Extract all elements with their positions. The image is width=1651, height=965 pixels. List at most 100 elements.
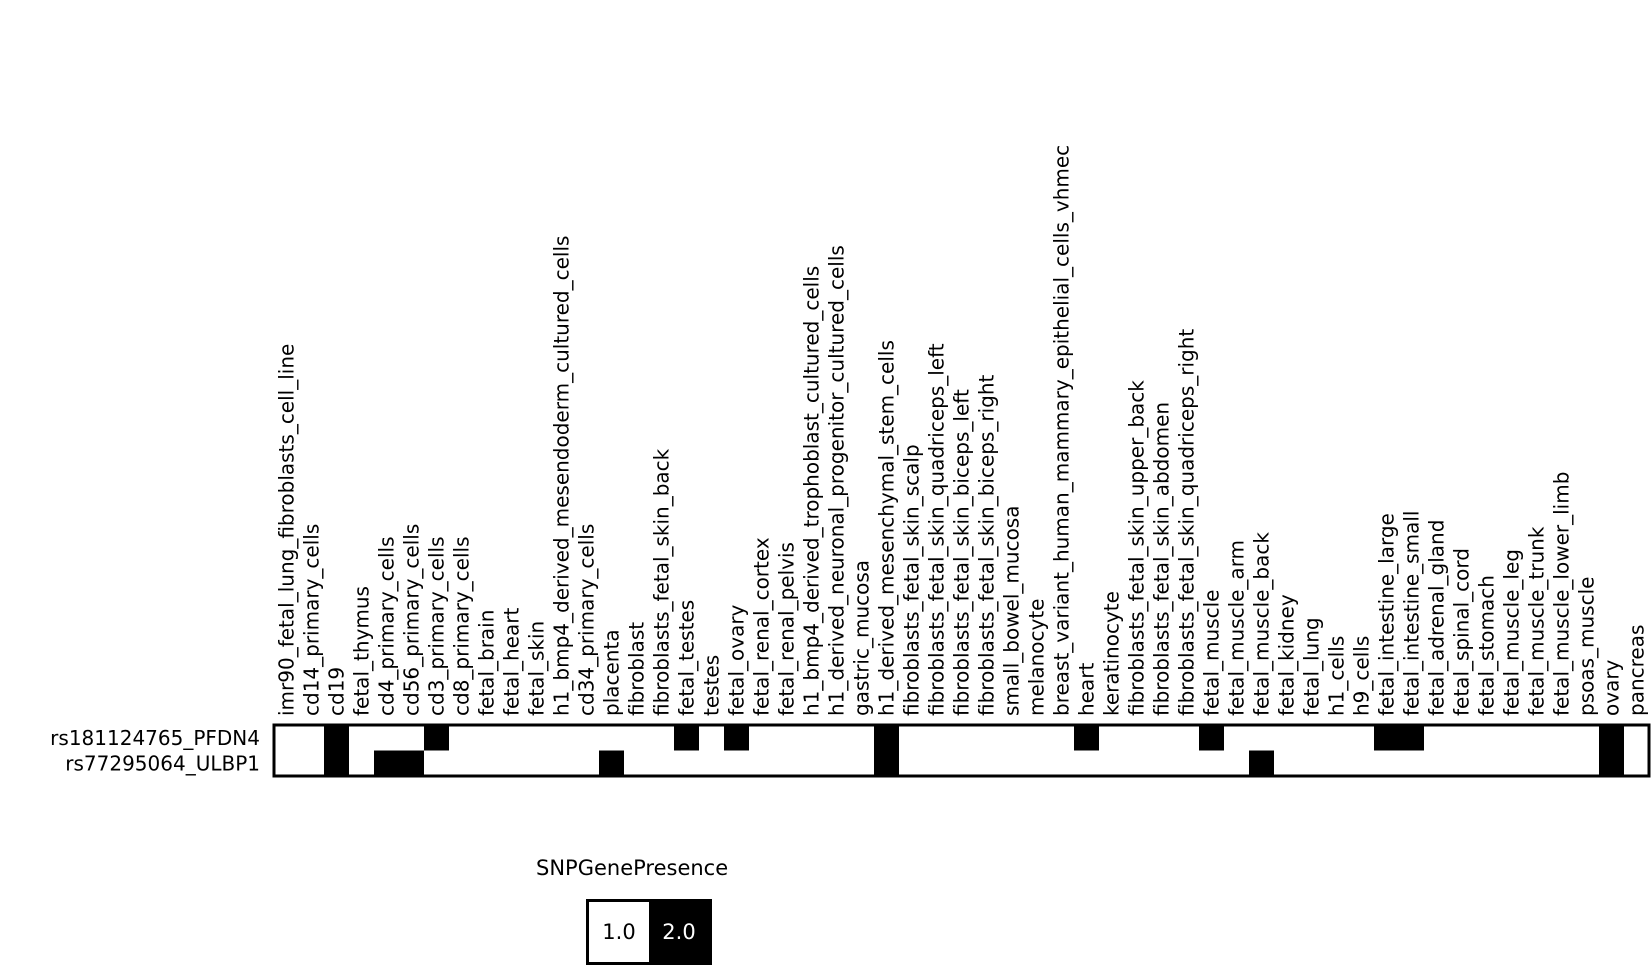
heatmap-cell bbox=[1074, 725, 1100, 751]
heatmap-cell bbox=[1324, 750, 1350, 777]
heatmap-cell bbox=[1524, 725, 1550, 751]
heatmap-cell bbox=[1199, 725, 1225, 751]
heatmap-cell bbox=[1599, 750, 1625, 777]
heatmap-cell bbox=[1349, 725, 1375, 751]
heatmap-cell bbox=[1124, 750, 1150, 777]
heatmap-cell bbox=[1374, 750, 1400, 777]
heatmap-cell bbox=[1324, 725, 1350, 751]
column-label: fibroblasts_fetal_skin_biceps_right bbox=[975, 374, 999, 716]
heatmap-cell bbox=[349, 750, 375, 777]
column-label: cd14_primary_cells bbox=[300, 524, 324, 716]
heatmap-cell bbox=[1549, 725, 1575, 751]
heatmap-cell bbox=[1424, 750, 1450, 777]
heatmap-cell bbox=[1399, 725, 1425, 751]
heatmap-cell bbox=[324, 750, 350, 777]
heatmap-cell bbox=[1124, 725, 1150, 751]
column-label: cd34_primary_cells bbox=[575, 524, 599, 716]
column-label: fetal_brain bbox=[475, 610, 499, 716]
heatmap-cell bbox=[1574, 750, 1600, 777]
heatmap-cell bbox=[1049, 725, 1075, 751]
heatmap-cell bbox=[1249, 725, 1275, 751]
heatmap-cell bbox=[1224, 750, 1250, 777]
row-label: rs181124765_PFDN4 bbox=[50, 726, 260, 750]
column-label: fetal_testes bbox=[675, 600, 699, 716]
column-label: imr90_fetal_lung_fibroblasts_cell_line bbox=[275, 344, 299, 716]
column-label: pancreas bbox=[1625, 625, 1649, 716]
heatmap-cell bbox=[849, 750, 875, 777]
heatmap-cell bbox=[1049, 750, 1075, 777]
heatmap-cell bbox=[874, 725, 900, 751]
column-label: fetal_heart bbox=[500, 608, 524, 716]
heatmap-cell bbox=[974, 725, 1000, 751]
heatmap-cell bbox=[1549, 750, 1575, 777]
heatmap-cell bbox=[449, 750, 475, 777]
column-label: fetal_adrenal_gland bbox=[1425, 520, 1449, 716]
heatmap-cell bbox=[374, 750, 400, 777]
heatmap-cell bbox=[299, 750, 325, 777]
heatmap-cell bbox=[774, 725, 800, 751]
column-label: fibroblasts_fetal_skin_upper_back bbox=[1125, 380, 1149, 716]
heatmap-cell bbox=[474, 725, 500, 751]
heatmap-cell bbox=[1424, 725, 1450, 751]
heatmap-cell bbox=[1624, 750, 1650, 777]
column-label: fetal_muscle_leg bbox=[1500, 549, 1524, 716]
heatmap-cell bbox=[399, 750, 425, 777]
column-label: fibroblasts_fetal_skin_biceps_left bbox=[950, 389, 974, 716]
column-label: fetal_muscle_trunk bbox=[1525, 526, 1549, 716]
heatmap-cell bbox=[1199, 750, 1225, 777]
column-label: fetal_skin bbox=[525, 621, 549, 716]
column-label: h1_bmp4_derived_mesendoderm_cultured_cel… bbox=[550, 236, 574, 716]
legend-title: SNPGenePresence bbox=[536, 856, 729, 880]
column-label: fetal_muscle bbox=[1200, 590, 1224, 716]
column-label: fetal_kidney bbox=[1275, 594, 1299, 716]
heatmap-cell bbox=[424, 750, 450, 777]
column-label: small_bowel_mucosa bbox=[1000, 506, 1024, 717]
heatmap-cell bbox=[274, 750, 300, 777]
heatmap-cell bbox=[599, 725, 625, 751]
heatmap-cell bbox=[349, 725, 375, 751]
column-label: fetal_thymus bbox=[350, 586, 374, 716]
heatmap-cell bbox=[899, 725, 925, 751]
column-label: fetal_muscle_arm bbox=[1225, 540, 1249, 716]
column-label: fetal_lung bbox=[1300, 617, 1324, 716]
heatmap-cell bbox=[1174, 750, 1200, 777]
column-label: heart bbox=[1075, 663, 1099, 716]
heatmap-cell bbox=[1099, 725, 1125, 751]
heatmap-cell bbox=[824, 750, 850, 777]
heatmap-cell bbox=[1024, 725, 1050, 751]
legend-swatch-1: 1.0 bbox=[589, 902, 649, 962]
heatmap-cell bbox=[1299, 725, 1325, 751]
column-label: breast_variant_human_mammary_epithelial_… bbox=[1050, 145, 1074, 716]
heatmap-cell bbox=[549, 725, 575, 751]
heatmap-cells bbox=[274, 725, 1650, 777]
column-label: testes bbox=[700, 655, 724, 716]
heatmap-cell bbox=[949, 725, 975, 751]
column-label: fetal_spinal_cord bbox=[1450, 548, 1474, 716]
heatmap-cell bbox=[424, 725, 450, 751]
heatmap-cell bbox=[1099, 750, 1125, 777]
column-label: fibroblasts_fetal_skin_quadriceps_right bbox=[1175, 329, 1199, 716]
heatmap-cell bbox=[1449, 750, 1475, 777]
column-label: fetal_stomach bbox=[1475, 575, 1499, 716]
heatmap-cell bbox=[649, 750, 675, 777]
column-label: h9_cells bbox=[1350, 636, 1374, 716]
column-label: keratinocyte bbox=[1100, 591, 1124, 716]
column-label: h1_cells bbox=[1325, 636, 1349, 716]
heatmap-cell bbox=[849, 725, 875, 751]
column-label: cd8_primary_cells bbox=[450, 536, 474, 716]
column-label: fibroblasts_fetal_skin_scalp bbox=[900, 444, 924, 716]
column-label: fibroblasts_fetal_skin_back bbox=[650, 448, 674, 716]
heatmap-cell bbox=[1349, 750, 1375, 777]
column-label: psoas_muscle bbox=[1575, 577, 1599, 716]
column-label: fetal_renal_cortex bbox=[750, 537, 774, 716]
heatmap-cell bbox=[1024, 750, 1050, 777]
heatmap-cell bbox=[824, 725, 850, 751]
column-label: h1_bmp4_derived_trophoblast_cultured_cel… bbox=[800, 266, 824, 716]
heatmap-cell bbox=[299, 725, 325, 751]
heatmap-cell bbox=[624, 750, 650, 777]
column-label: fetal_muscle_back bbox=[1250, 532, 1274, 716]
heatmap-cell bbox=[1474, 750, 1500, 777]
heatmap-cell bbox=[799, 750, 825, 777]
